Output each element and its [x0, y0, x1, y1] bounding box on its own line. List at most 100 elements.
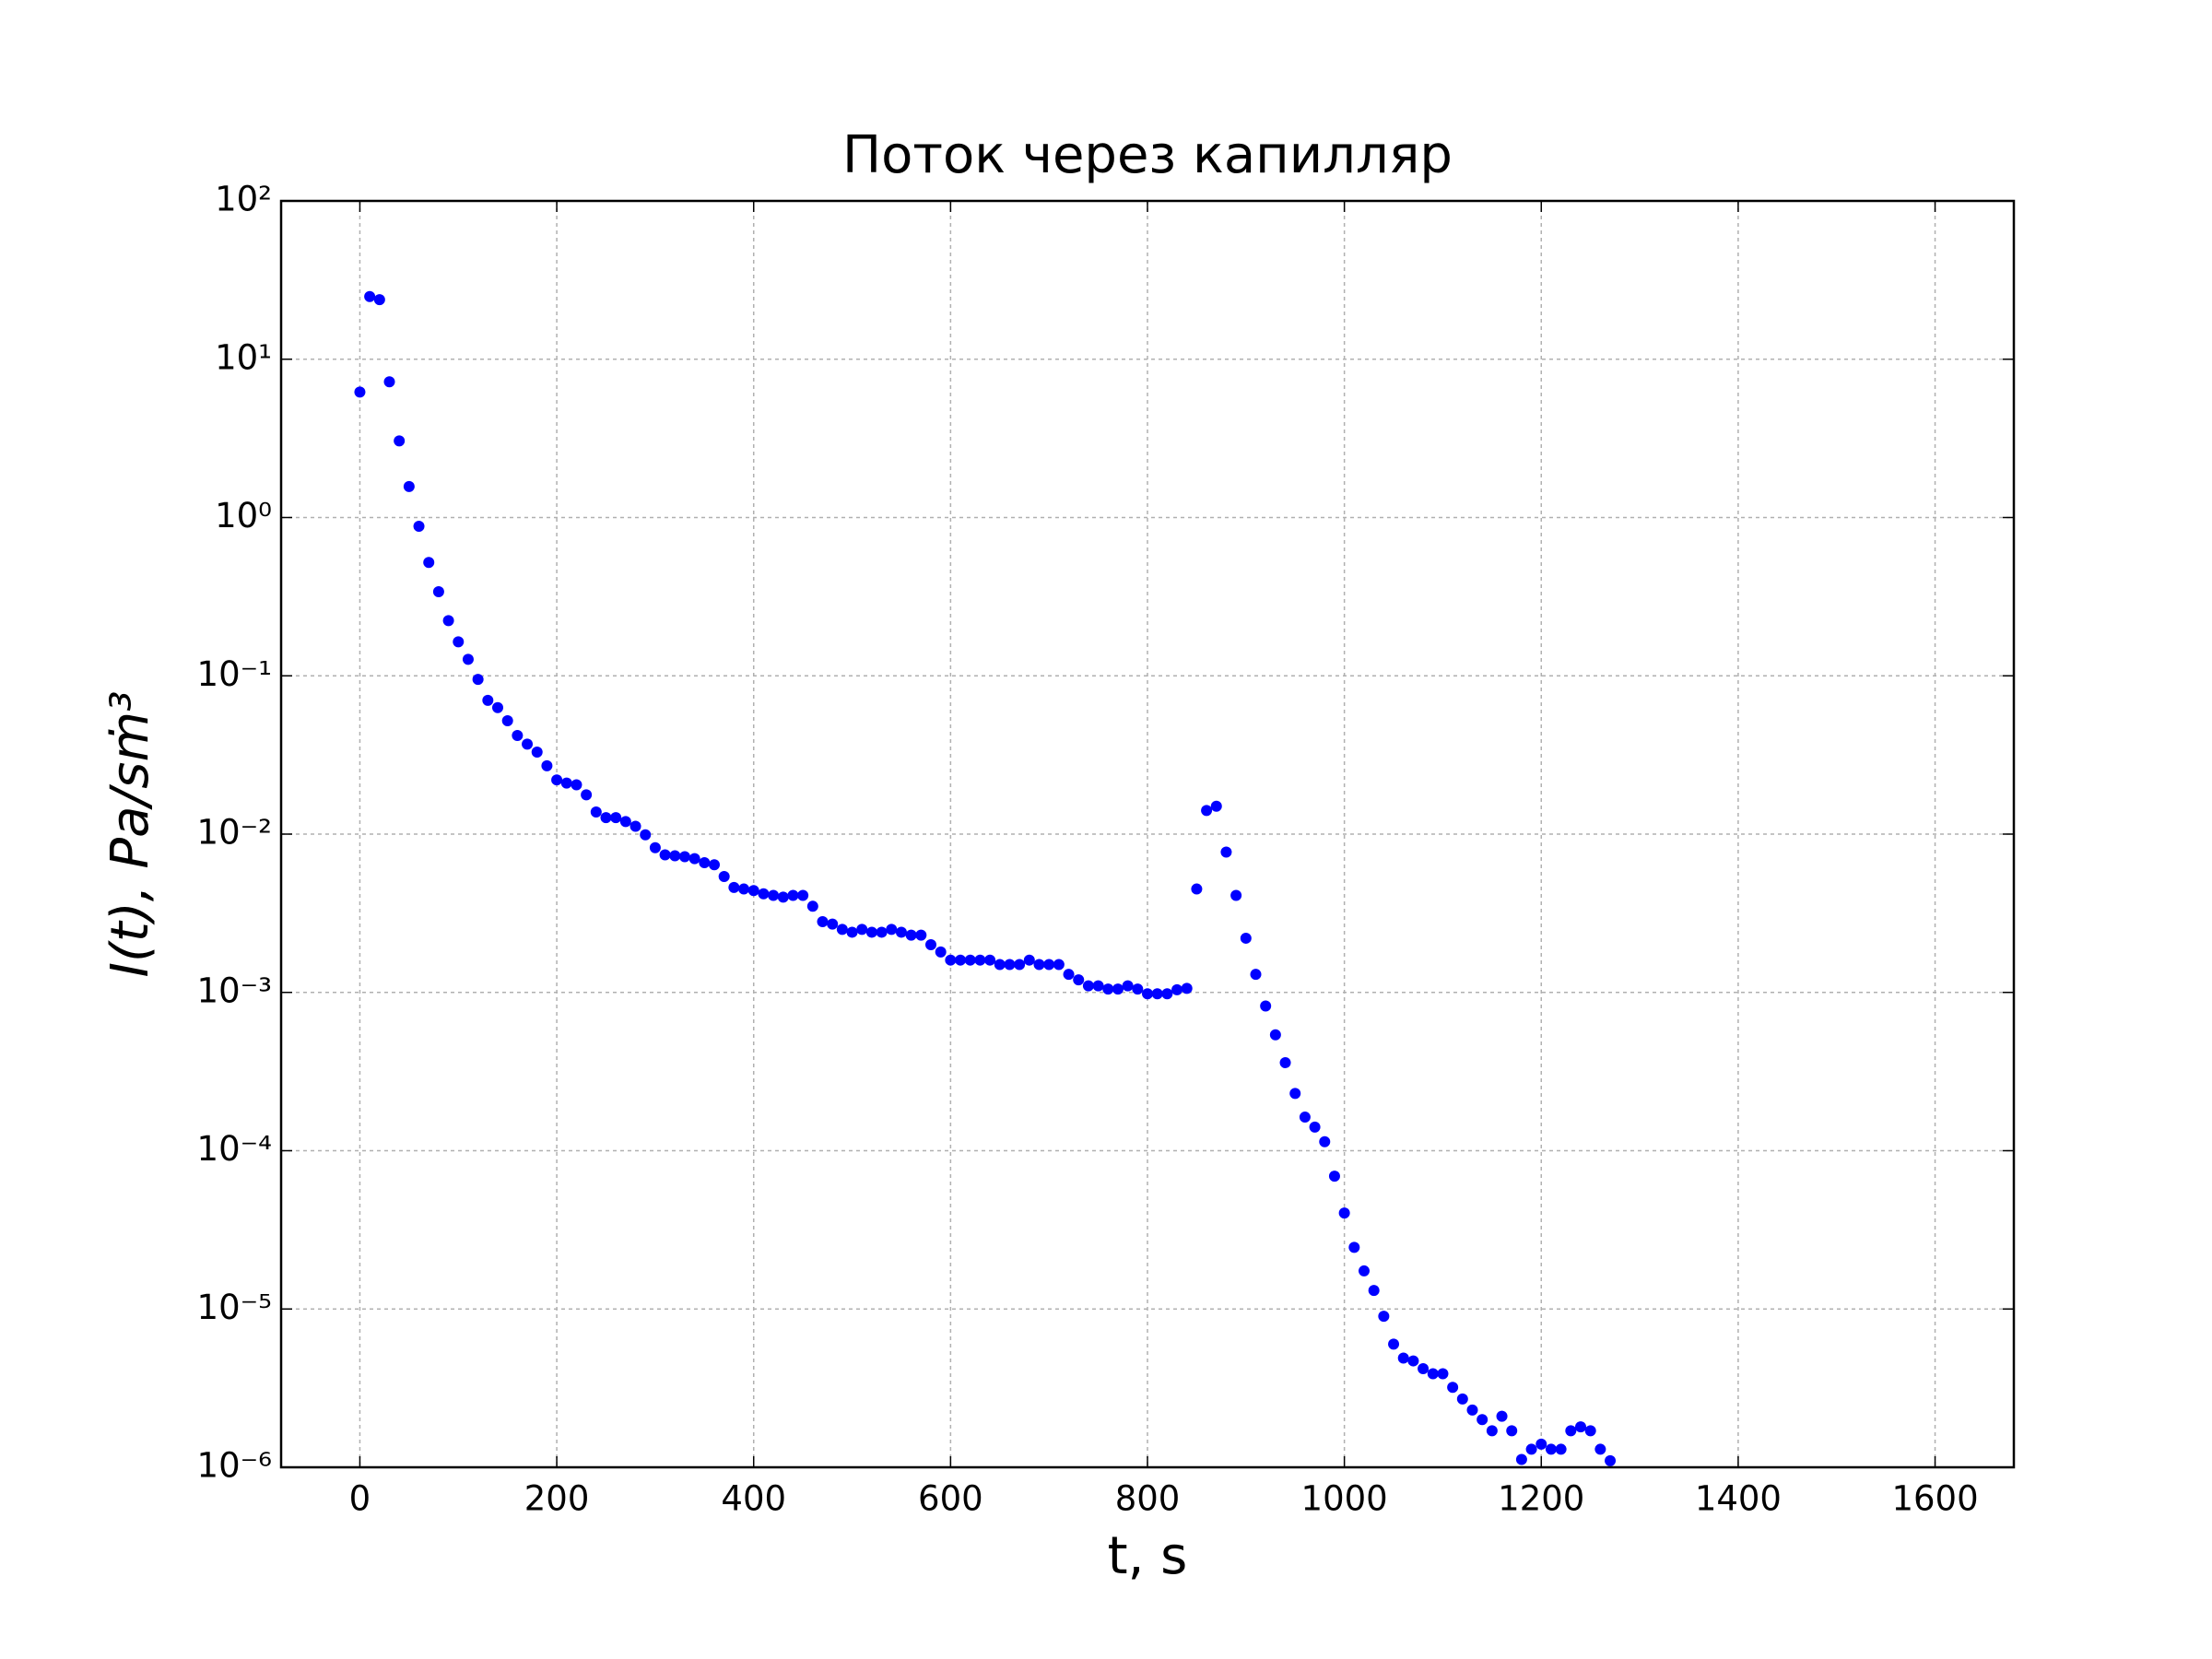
point	[1515, 1453, 1527, 1465]
x-axis-label: t, s	[1108, 1526, 1188, 1586]
point	[1063, 969, 1075, 981]
point	[629, 820, 641, 832]
point	[1014, 959, 1026, 971]
point	[1082, 980, 1094, 992]
point	[501, 715, 513, 727]
point	[581, 789, 593, 801]
point	[1043, 959, 1055, 971]
x-tick-label: 800	[1115, 1479, 1181, 1519]
x-tick-label: 1000	[1301, 1479, 1388, 1519]
point	[1151, 988, 1163, 1000]
point	[472, 674, 484, 686]
point	[1486, 1425, 1498, 1437]
point	[1575, 1421, 1586, 1433]
point	[827, 918, 839, 930]
x-tick-label: 1600	[1891, 1479, 1978, 1519]
point	[1092, 980, 1104, 992]
point	[738, 883, 750, 895]
point	[649, 841, 661, 853]
point	[1407, 1355, 1419, 1367]
point	[482, 694, 494, 706]
point	[1605, 1454, 1617, 1466]
point	[1033, 959, 1045, 971]
point	[1496, 1410, 1508, 1422]
point	[403, 480, 415, 492]
point	[984, 954, 996, 966]
point	[1181, 982, 1193, 994]
point	[1525, 1443, 1537, 1455]
point	[846, 926, 858, 938]
point	[1142, 988, 1153, 1000]
point	[462, 653, 474, 665]
x-tick-label: 400	[721, 1479, 786, 1519]
point	[994, 959, 1006, 971]
point	[1112, 983, 1124, 995]
point	[817, 915, 829, 927]
point	[955, 954, 967, 966]
point	[590, 806, 602, 818]
y-tick-label: 10⁰	[215, 496, 272, 535]
point	[1289, 1088, 1301, 1100]
point	[1368, 1285, 1380, 1297]
point	[1230, 889, 1242, 901]
point	[945, 954, 957, 966]
point	[865, 926, 877, 938]
point	[728, 881, 740, 893]
x-tick-label: 0	[349, 1479, 371, 1519]
point	[1359, 1265, 1370, 1277]
x-tick-label: 1200	[1498, 1479, 1584, 1519]
point	[1023, 954, 1035, 966]
point	[442, 615, 454, 627]
point	[1437, 1368, 1449, 1380]
point	[1161, 988, 1173, 1000]
y-tick-label: 10⁻⁶	[197, 1446, 272, 1486]
point	[571, 779, 582, 791]
y-tick-label: 10⁻³	[197, 971, 272, 1010]
point	[394, 435, 406, 447]
point	[905, 929, 917, 941]
point	[718, 870, 730, 882]
point	[1122, 980, 1134, 992]
point	[1584, 1425, 1596, 1437]
plot-frame	[279, 199, 2016, 1469]
point	[640, 829, 652, 841]
point	[1240, 932, 1252, 944]
point	[512, 729, 524, 741]
x-tick-label: 600	[918, 1479, 983, 1519]
point	[1102, 983, 1114, 995]
point	[364, 290, 376, 302]
point	[915, 929, 927, 941]
point	[886, 924, 898, 935]
y-tick-label: 10¹	[215, 337, 272, 377]
point	[1594, 1443, 1606, 1455]
point	[1171, 983, 1183, 995]
point	[806, 900, 818, 912]
point	[1388, 1338, 1400, 1350]
point	[699, 856, 711, 868]
point	[669, 850, 681, 862]
point	[787, 889, 799, 901]
point	[373, 294, 385, 306]
x-tick-label: 200	[524, 1479, 590, 1519]
point	[1210, 800, 1222, 812]
point	[1378, 1311, 1390, 1323]
point	[619, 816, 631, 828]
point	[1132, 983, 1144, 995]
point	[709, 859, 720, 871]
point	[777, 891, 789, 903]
point	[1506, 1425, 1518, 1437]
point	[1418, 1362, 1430, 1374]
y-axis-label: I(t), Pa/sṁ³	[100, 691, 160, 978]
point	[1427, 1368, 1439, 1380]
point	[1201, 805, 1213, 817]
point	[1191, 883, 1203, 895]
point	[522, 738, 534, 750]
point	[1250, 969, 1262, 981]
point	[1545, 1443, 1557, 1455]
point	[659, 849, 671, 861]
point	[453, 636, 465, 648]
point	[1279, 1056, 1291, 1068]
y-tick-label: 10²	[215, 180, 272, 219]
